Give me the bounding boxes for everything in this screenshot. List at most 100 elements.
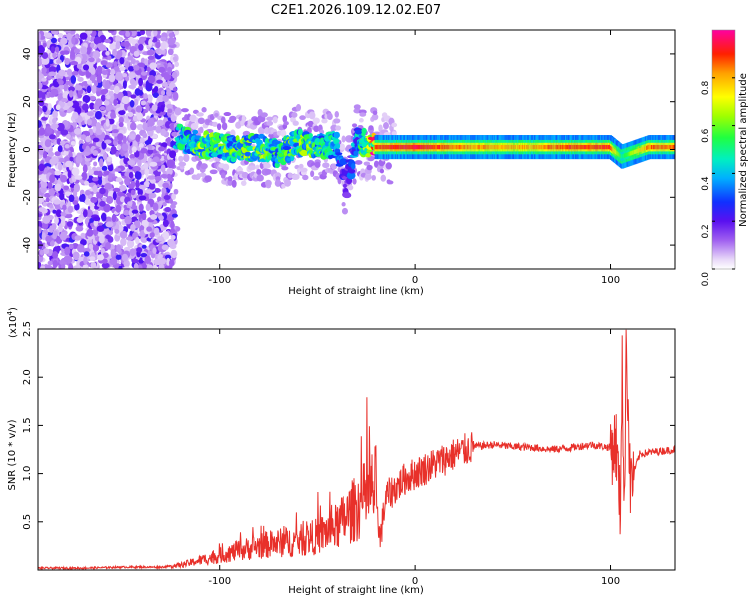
heatmap-cell [173,30,180,36]
heatmap-cell [38,195,43,205]
heatmap-cell [85,135,91,143]
heatmap-cell [302,174,309,181]
heatmap-cell [282,115,288,123]
heatmap-cell [38,163,45,172]
heatmap-cell [95,98,103,107]
heatmap-cell [348,168,356,174]
heatmap-cell [86,118,92,126]
heatmap-cell [80,232,86,239]
heatmap-cell [172,56,178,61]
heatmap-cell [69,156,74,162]
heatmap-cell [61,97,68,103]
heatmap-cell [117,192,126,197]
heatmap-cell [48,225,54,233]
heatmap-cell [163,194,171,200]
heatmap-cell [70,75,77,84]
heatmap-cell [48,134,56,140]
heatmap-cell [131,146,137,153]
heatmap-cell [104,182,113,190]
heatmap-cell [372,110,378,115]
heatmap-cell [115,254,122,260]
heatmap-cell [41,67,47,74]
heatmap-cell [38,207,46,213]
heatmap-cell [264,179,272,187]
heatmap-cell [48,66,57,74]
heatmap-cell [68,263,74,269]
heatmap-cell [351,123,358,128]
heatmap-cell [41,77,47,82]
heatmap-cell [138,195,147,201]
heatmap-cell [339,158,348,166]
heatmap-cell [81,81,89,87]
heatmap-cell [97,170,103,178]
heatmap-cell [113,85,120,95]
heatmap-cell [133,98,139,106]
heatmap-cell [45,235,53,243]
heatmap-cell [127,65,135,72]
heatmap-cell [183,154,190,162]
heatmap-cell [313,125,320,133]
heatmap-cell [167,66,173,75]
heatmap-cell [92,149,99,156]
heatmap-cell [101,212,107,222]
heatmap-cell [76,217,84,223]
heatmap-cell [335,152,343,156]
heatmap-cell [144,167,149,176]
heatmap-cell [341,135,346,143]
y-tick-label: 20 [22,95,33,108]
heatmap-cell [63,255,71,263]
heatmap-cell [51,30,59,35]
heatmap-cell [104,139,112,144]
spectrogram-xlabel: Height of straight line (km) [288,286,424,297]
heatmap-cell [58,223,63,232]
heatmap-cell [152,264,158,269]
heatmap-cell [47,260,53,266]
heatmap-cell [98,158,104,168]
snr-multiplier-close: ) [8,307,19,311]
heatmap-cell [127,111,134,118]
heatmap-cell [137,39,145,45]
heatmap-cell [118,116,124,124]
heatmap-cell [66,32,73,41]
heatmap-cell [85,209,93,218]
heatmap-cell [41,56,50,65]
heatmap-cell [57,162,63,171]
heatmap-cell [122,80,127,89]
heatmap-cell [81,144,87,150]
heatmap-cell [164,120,172,129]
heatmap-cell [106,196,114,204]
heatmap-cell [52,260,58,269]
colorbar-gradient [712,30,735,269]
heatmap-cell [97,254,105,261]
y-tick-label: 0.5 [22,514,33,530]
heatmap-cell [103,170,110,176]
heatmap-cell [129,100,135,108]
heatmap-cell [63,185,70,191]
heatmap-cell [103,88,109,94]
heatmap-cell [363,161,371,166]
heatmap-cell [170,203,176,210]
heatmap-cell [60,37,68,45]
heatmap-cell [136,247,143,253]
heatmap-cell [102,258,108,264]
heatmap-cell [127,183,135,189]
heatmap-cell [158,264,165,269]
heatmap-cell [108,172,113,181]
heatmap-cell [166,103,173,109]
heatmap-cell [140,71,148,76]
heatmap-cell [129,153,136,160]
heatmap-cell [93,161,98,167]
heatmap-cell [38,44,45,54]
heatmap-cell [58,79,64,86]
heatmap-cell [154,175,162,182]
heatmap-cell [77,76,84,82]
heatmap-cell [266,116,274,122]
heatmap-cell [178,155,184,163]
heatmap-cell [38,170,43,175]
heatmap-cell [135,134,141,143]
heatmap-cell [141,212,147,221]
heatmap-cell [673,144,675,150]
snr-ylabel: SNR (10 * v/v) [7,419,18,490]
